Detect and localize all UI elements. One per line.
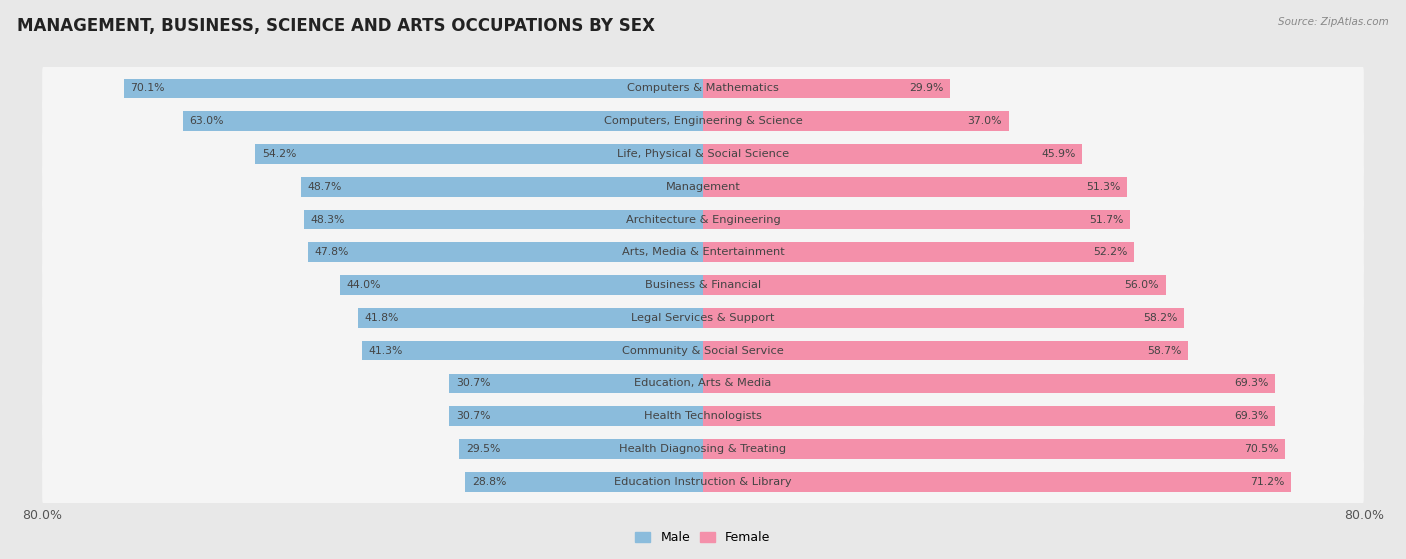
Bar <box>703 111 1008 131</box>
Text: 30.7%: 30.7% <box>456 378 491 389</box>
Bar <box>703 210 1130 229</box>
Text: 37.0%: 37.0% <box>967 116 1002 126</box>
Bar <box>124 79 703 98</box>
FancyBboxPatch shape <box>42 64 1364 113</box>
Text: 58.2%: 58.2% <box>1143 313 1177 323</box>
FancyBboxPatch shape <box>42 97 1364 146</box>
FancyBboxPatch shape <box>42 129 1364 178</box>
Text: 71.2%: 71.2% <box>1250 477 1285 487</box>
Text: 56.0%: 56.0% <box>1125 280 1159 290</box>
Text: 41.3%: 41.3% <box>368 345 404 356</box>
Text: Architecture & Engineering: Architecture & Engineering <box>626 215 780 225</box>
Text: 69.3%: 69.3% <box>1234 411 1268 421</box>
Text: Arts, Media & Entertainment: Arts, Media & Entertainment <box>621 247 785 257</box>
Text: Legal Services & Support: Legal Services & Support <box>631 313 775 323</box>
Text: 51.3%: 51.3% <box>1085 182 1121 192</box>
Bar <box>308 243 703 262</box>
Bar <box>703 275 1166 295</box>
Legend: Male, Female: Male, Female <box>630 526 776 549</box>
Bar <box>357 308 703 328</box>
FancyBboxPatch shape <box>42 228 1364 277</box>
Text: 70.1%: 70.1% <box>131 83 165 93</box>
FancyBboxPatch shape <box>42 195 1364 244</box>
Bar <box>703 406 1275 426</box>
FancyBboxPatch shape <box>42 260 1364 310</box>
Text: 63.0%: 63.0% <box>190 116 224 126</box>
FancyBboxPatch shape <box>42 424 1364 473</box>
Bar <box>465 472 703 491</box>
FancyBboxPatch shape <box>42 392 1364 441</box>
Bar <box>703 439 1285 459</box>
Bar <box>703 177 1126 197</box>
FancyBboxPatch shape <box>42 293 1364 343</box>
Bar <box>703 79 950 98</box>
FancyBboxPatch shape <box>42 162 1364 211</box>
Text: Health Technologists: Health Technologists <box>644 411 762 421</box>
Text: Health Diagnosing & Treating: Health Diagnosing & Treating <box>620 444 786 454</box>
Bar <box>460 439 703 459</box>
Text: 30.7%: 30.7% <box>456 411 491 421</box>
Text: 48.7%: 48.7% <box>308 182 342 192</box>
Bar <box>361 341 703 361</box>
FancyBboxPatch shape <box>42 457 1364 506</box>
Text: Computers, Engineering & Science: Computers, Engineering & Science <box>603 116 803 126</box>
Bar <box>304 210 703 229</box>
Text: 44.0%: 44.0% <box>346 280 381 290</box>
Bar <box>301 177 703 197</box>
Text: 48.3%: 48.3% <box>311 215 344 225</box>
Bar <box>703 243 1135 262</box>
Text: 47.8%: 47.8% <box>315 247 349 257</box>
Text: 52.2%: 52.2% <box>1094 247 1128 257</box>
Bar <box>450 406 703 426</box>
Text: 28.8%: 28.8% <box>471 477 506 487</box>
Text: Management: Management <box>665 182 741 192</box>
Text: MANAGEMENT, BUSINESS, SCIENCE AND ARTS OCCUPATIONS BY SEX: MANAGEMENT, BUSINESS, SCIENCE AND ARTS O… <box>17 17 655 35</box>
FancyBboxPatch shape <box>42 359 1364 408</box>
Text: Business & Financial: Business & Financial <box>645 280 761 290</box>
Text: 29.5%: 29.5% <box>465 444 501 454</box>
Bar <box>703 144 1083 164</box>
Text: 41.8%: 41.8% <box>364 313 399 323</box>
Text: Community & Social Service: Community & Social Service <box>621 345 785 356</box>
Text: 51.7%: 51.7% <box>1090 215 1123 225</box>
Text: Life, Physical & Social Science: Life, Physical & Social Science <box>617 149 789 159</box>
Text: Education Instruction & Library: Education Instruction & Library <box>614 477 792 487</box>
FancyBboxPatch shape <box>42 326 1364 375</box>
Bar <box>450 373 703 394</box>
Bar <box>339 275 703 295</box>
Text: Computers & Mathematics: Computers & Mathematics <box>627 83 779 93</box>
Text: Source: ZipAtlas.com: Source: ZipAtlas.com <box>1278 17 1389 27</box>
Bar <box>703 341 1188 361</box>
Text: Education, Arts & Media: Education, Arts & Media <box>634 378 772 389</box>
Bar <box>183 111 703 131</box>
Text: 54.2%: 54.2% <box>262 149 297 159</box>
Bar <box>703 373 1275 394</box>
Text: 58.7%: 58.7% <box>1147 345 1181 356</box>
Text: 45.9%: 45.9% <box>1042 149 1076 159</box>
Bar <box>703 308 1184 328</box>
Bar <box>703 472 1291 491</box>
Text: 70.5%: 70.5% <box>1244 444 1278 454</box>
Bar <box>256 144 703 164</box>
Text: 29.9%: 29.9% <box>910 83 943 93</box>
Text: 69.3%: 69.3% <box>1234 378 1268 389</box>
